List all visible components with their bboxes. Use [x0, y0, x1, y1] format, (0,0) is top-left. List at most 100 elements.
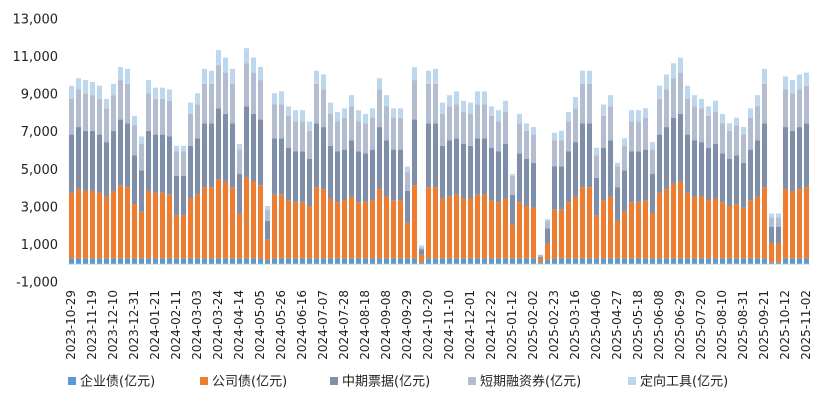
bar-segment: [166, 194, 173, 259]
y-tick-label: 1,000: [21, 238, 58, 253]
bar-segment: [376, 127, 383, 190]
bar-segment: [775, 213, 782, 218]
bar-segment: [754, 95, 761, 107]
bar-segment: [754, 196, 761, 259]
bar-segment: [306, 121, 313, 131]
bar-segment: [495, 151, 502, 203]
bar-segment: [544, 260, 551, 265]
bar-segment: [222, 57, 229, 73]
bar-segment: [572, 258, 579, 265]
bar-segment: [236, 174, 243, 214]
bar-segment: [68, 258, 75, 265]
legend-label: 企业债(亿元): [80, 374, 155, 390]
bar-segment: [124, 68, 131, 84]
bar-segment: [481, 104, 488, 139]
bar-segment: [327, 258, 334, 265]
bar-segment: [243, 48, 250, 64]
bar-segment: [670, 258, 677, 265]
bar-segment: [418, 262, 425, 265]
bar-segment: [635, 258, 642, 265]
x-tick-label: 2025-08-10: [715, 290, 729, 360]
bar-segment: [649, 213, 656, 259]
bar-segment: [257, 66, 264, 81]
bar-segment: [383, 258, 390, 265]
bar-segment: [432, 68, 439, 84]
bar-segment: [89, 258, 96, 265]
bar-segment: [628, 110, 635, 122]
bar-segment: [635, 202, 642, 259]
bar-segment: [558, 140, 565, 167]
bar-segment: [341, 200, 348, 259]
bar-segment: [362, 153, 369, 203]
x-tick-label: 2024-10-20: [421, 290, 435, 360]
bar-segment: [278, 258, 285, 265]
bar-segment: [537, 254, 544, 257]
bar-segment: [117, 80, 124, 120]
bar-segment: [341, 149, 348, 201]
bar-segment: [677, 181, 684, 259]
bar-segment: [509, 224, 516, 259]
bar-segment: [523, 258, 530, 265]
bar-segment: [376, 89, 383, 128]
bar-segment: [159, 134, 166, 193]
bar-segment: [383, 106, 390, 141]
bar-segment: [705, 200, 712, 259]
bar-segment: [173, 258, 180, 265]
bar-segment: [208, 123, 215, 188]
bar-segment: [96, 98, 103, 135]
bar-segment: [257, 258, 264, 265]
bar-segment: [271, 93, 278, 105]
bar-segment: [390, 117, 397, 150]
bar-segment: [411, 185, 418, 259]
bar-segment: [516, 258, 523, 265]
bar-segment: [180, 258, 187, 265]
bar-segment: [89, 190, 96, 259]
bar-segment: [320, 74, 327, 90]
bar-segment: [747, 258, 754, 265]
bar-segment: [138, 211, 145, 259]
bar-segment: [803, 85, 810, 124]
bar-segment: [131, 204, 138, 259]
bar-segment: [649, 174, 656, 214]
bar-segment: [502, 143, 509, 199]
bar-segment: [593, 215, 600, 259]
bar-segment: [180, 151, 187, 176]
bar-segment: [474, 194, 481, 259]
bar-segment: [103, 142, 110, 197]
x-tick-label: 2023-11-19: [85, 290, 99, 360]
bar-segment: [523, 130, 530, 160]
bar-segment: [215, 258, 222, 265]
bar-segment: [320, 89, 327, 128]
bar-segment: [229, 123, 236, 188]
bar-segment: [747, 149, 754, 201]
bar-segment: [264, 239, 271, 261]
bar-segment: [439, 113, 446, 146]
bar-segment: [474, 258, 481, 265]
bar-segment: [495, 202, 502, 259]
bar-segment: [152, 87, 159, 99]
bar-segment: [677, 113, 684, 182]
bar-segment: [180, 145, 187, 152]
bar-segment: [467, 198, 474, 259]
bar-segment: [600, 104, 607, 116]
bar-segment: [75, 78, 82, 90]
bar-segment: [222, 113, 229, 182]
legend-label: 公司债(亿元): [212, 375, 287, 390]
y-tick-label: 13,000: [13, 13, 59, 28]
bar-segment: [579, 83, 586, 124]
bar-segment: [327, 102, 334, 114]
bar-segment: [754, 106, 761, 141]
bar-segment: [663, 189, 670, 259]
bar-segment: [103, 108, 110, 143]
bar-segment: [488, 106, 495, 116]
x-tick-label: 2024-12-01: [463, 290, 477, 360]
bar-segment: [89, 95, 96, 131]
bar-segment: [551, 209, 558, 259]
bar-segment: [775, 226, 782, 244]
bar-segment: [96, 258, 103, 265]
bar-segment: [446, 140, 453, 197]
bar-segment: [124, 187, 131, 259]
bar-segment: [467, 113, 474, 146]
bar-segment: [719, 258, 726, 265]
